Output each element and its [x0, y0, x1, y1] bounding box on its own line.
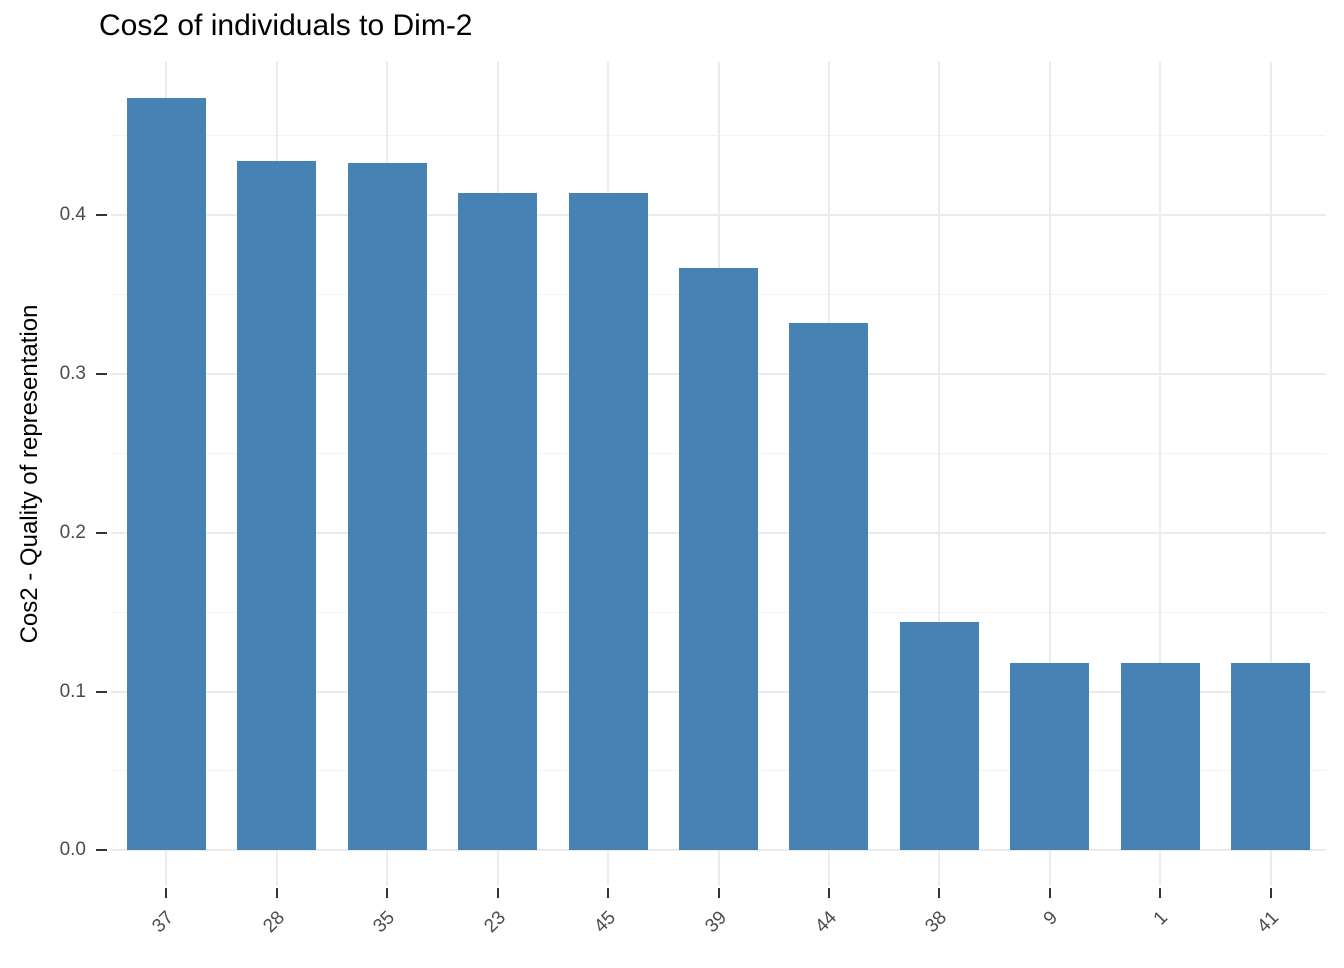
- gridline-vertical: [1048, 62, 1051, 886]
- x-tick-mark: [1159, 888, 1162, 898]
- chart-title: Cos2 of individuals to Dim-2: [99, 9, 473, 42]
- x-tick-label: 9: [1039, 907, 1062, 930]
- y-tick-mark: [96, 214, 107, 217]
- x-tick-mark: [827, 888, 830, 898]
- x-tick-mark: [1048, 888, 1051, 898]
- x-tick-label: 39: [700, 907, 731, 938]
- x-tick-mark: [938, 888, 941, 898]
- x-tick-label: 23: [479, 907, 510, 938]
- x-tick-label: 35: [369, 907, 400, 938]
- x-tick-label: 41: [1253, 907, 1283, 938]
- bar-39: [679, 267, 758, 851]
- x-tick-mark: [1269, 888, 1272, 898]
- x-tick-label: 1: [1150, 907, 1173, 930]
- bar-23: [458, 192, 538, 851]
- gridline-vertical: [938, 62, 941, 886]
- x-tick-label: 28: [258, 907, 289, 938]
- x-tick-label: 44: [811, 907, 842, 938]
- gridline-vertical: [1269, 62, 1272, 886]
- x-tick-mark: [386, 888, 389, 898]
- y-tick-mark: [96, 690, 107, 693]
- y-tick-mark: [96, 849, 107, 852]
- y-tick-label: 0.0: [59, 839, 86, 861]
- bar-28: [237, 161, 317, 851]
- y-tick-mark: [96, 531, 107, 534]
- gridline-vertical: [1159, 62, 1162, 886]
- x-tick-mark: [165, 888, 168, 898]
- bar-38: [899, 621, 979, 851]
- x-tick-mark: [607, 888, 610, 898]
- bar-44: [789, 323, 869, 851]
- bar-1: [1120, 662, 1200, 851]
- y-tick-label: 0.4: [59, 204, 86, 226]
- x-tick-mark: [717, 888, 720, 898]
- y-axis-title: Cos2 - Quality of representation: [16, 304, 43, 644]
- x-tick-label: 37: [148, 907, 179, 938]
- x-tick-label: 38: [921, 907, 952, 938]
- bar-37: [126, 97, 206, 851]
- x-tick-label: 45: [590, 907, 621, 938]
- bar-41: [1231, 662, 1311, 851]
- x-tick-mark: [496, 888, 499, 898]
- y-tick-label: 0.3: [59, 362, 86, 384]
- plot-panel: [111, 62, 1326, 886]
- bar-9: [1010, 662, 1090, 851]
- y-tick-label: 0.2: [59, 521, 86, 543]
- bar-45: [568, 192, 648, 851]
- bar-35: [347, 162, 427, 851]
- y-tick-mark: [96, 372, 107, 375]
- y-tick-label: 0.1: [59, 680, 86, 702]
- x-tick-mark: [275, 888, 278, 898]
